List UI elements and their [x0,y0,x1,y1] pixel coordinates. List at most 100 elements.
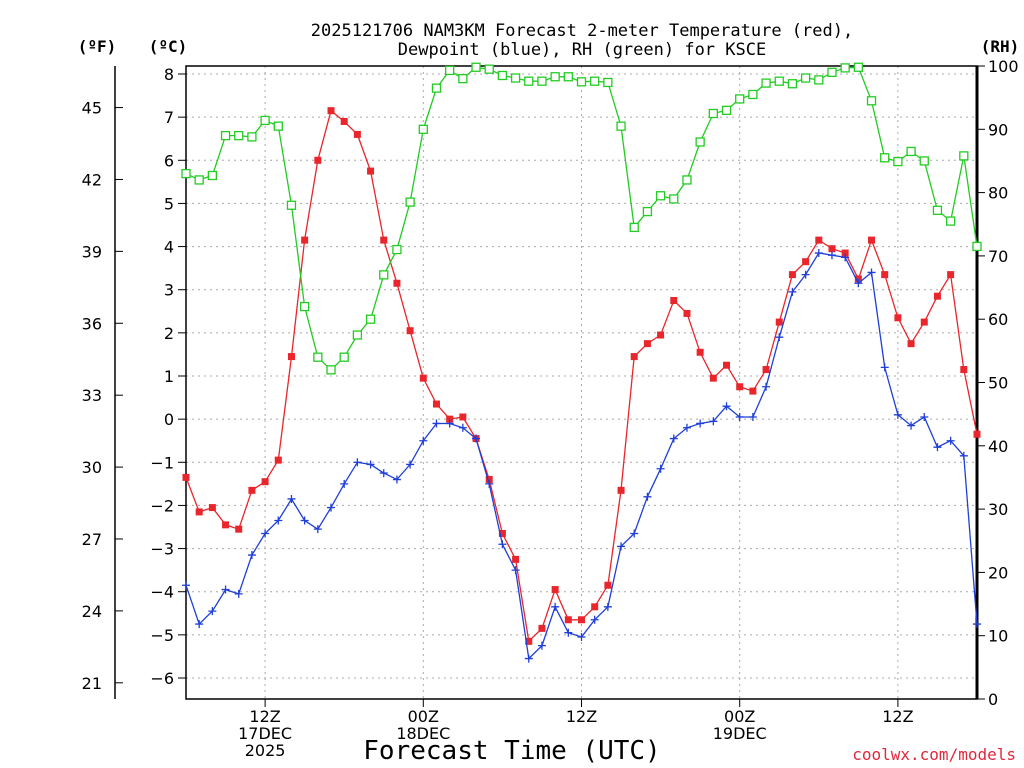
x-axis-label: Forecast Time (UTC) [363,736,660,766]
temperature-point [617,486,625,494]
rh-point [906,146,916,157]
dewpoint-point [788,287,797,296]
time-tick-label: 19DEC [713,724,767,743]
dewpoint-point [603,602,612,611]
dewpoint-point [709,417,718,426]
temperature-point [749,387,757,395]
temperature-point [696,348,704,356]
rh-point [405,197,415,207]
celsius-tick-label: −5 [150,626,174,645]
rh-point [748,89,758,100]
rh-point [365,314,376,324]
rh-tick-label: 80 [988,184,1008,203]
rh-point [497,70,508,81]
dewpoint-point [445,419,454,428]
fahrenheit-tick-label: 39 [82,242,102,261]
dewpoint-point [472,434,481,443]
rh-point [708,108,718,119]
dewpoint-point [893,410,902,419]
rh-point [840,63,850,73]
rh-tick-label: 30 [988,500,1008,519]
temperature-point [446,415,454,423]
dewpoint-point [300,516,309,525]
rh-tick-label: 40 [988,437,1008,456]
temperature-point [604,581,612,589]
rh-point [286,200,297,210]
dewpoint-point [485,479,494,488]
dewpoint-point [182,581,190,590]
rh-point [919,156,929,166]
rh-point [194,175,204,185]
rh-point [735,94,745,104]
rh-point [590,76,600,86]
time-tick-label: 12Z [566,707,597,726]
temperature-point [419,374,427,382]
dewpoint-point [313,525,322,534]
temperature-point [828,245,836,253]
fahrenheit-tick-label: 30 [82,458,102,477]
rh-point [431,83,442,93]
rh-point [761,78,771,88]
rh-point [695,137,705,147]
rh-point [181,168,191,179]
rh-point [853,62,863,72]
dewpoint-point [801,270,810,279]
rh-point [682,175,692,185]
celsius-tick-label: 4 [164,238,174,257]
rh-point [616,121,626,131]
temperature-point [261,478,269,486]
dewpoint-point [287,494,296,503]
celsius-ticks: −6 −5 −4 −3 −2 −1 0 1 2 3 4 5 6 7 8 [150,65,186,688]
dewpoint-point [643,492,652,501]
dewpoint-point [537,641,546,650]
temperature-point [815,236,823,244]
fahrenheit-unit-label: (ºF) [78,37,117,56]
temperature-point [643,340,651,348]
rh-point [220,130,231,141]
dewpoint-point [577,633,586,642]
temperature-point [287,353,295,361]
temperature-point [274,456,282,464]
dewpoint-point [498,540,507,549]
temperature-point [670,297,678,304]
temperature-point [327,107,335,115]
rh-point [866,96,877,106]
dewpoint-point [920,412,929,421]
temperature-point [788,271,796,279]
dewpoint-point [748,412,757,421]
dewpoint-point [379,469,388,478]
fahrenheit-tick-label: 42 [82,170,102,189]
rh-tick-label: 100 [988,57,1019,76]
dewpoint-point [392,475,401,484]
temperature-point [841,249,849,257]
temperature-point [881,271,889,279]
rh-point [655,191,666,201]
dewpoint-point [656,464,665,473]
rh-tick-label: 70 [988,247,1008,266]
dewpoint-point [247,551,256,560]
dewpoint-point [590,615,599,624]
temperature-point [551,586,559,594]
dewpoint-point [419,436,428,445]
temperature-point [736,383,744,391]
celsius-tick-label: −6 [150,669,174,688]
dewpoint-point [432,419,441,428]
rh-point [392,244,402,255]
fahrenheit-tick-label: 27 [82,530,102,549]
dewpoint-point [234,589,243,598]
temperature-point [947,271,955,279]
dewpoint-point [617,542,626,551]
rh-point [273,121,283,131]
chart-title-line2: Dewpoint (blue), RH (green) for KSCE [398,40,766,60]
plot-frame [185,65,978,700]
temperature-point [591,603,599,611]
rh-point [326,365,336,375]
fahrenheit-tick-label: 36 [82,314,102,333]
temperature-point [235,525,243,533]
time-tick-label: 2025 [245,741,286,760]
temperature-point [894,314,902,322]
temperature-point [498,529,506,537]
temperature-point [907,340,915,348]
dewpoint-point [564,628,573,637]
